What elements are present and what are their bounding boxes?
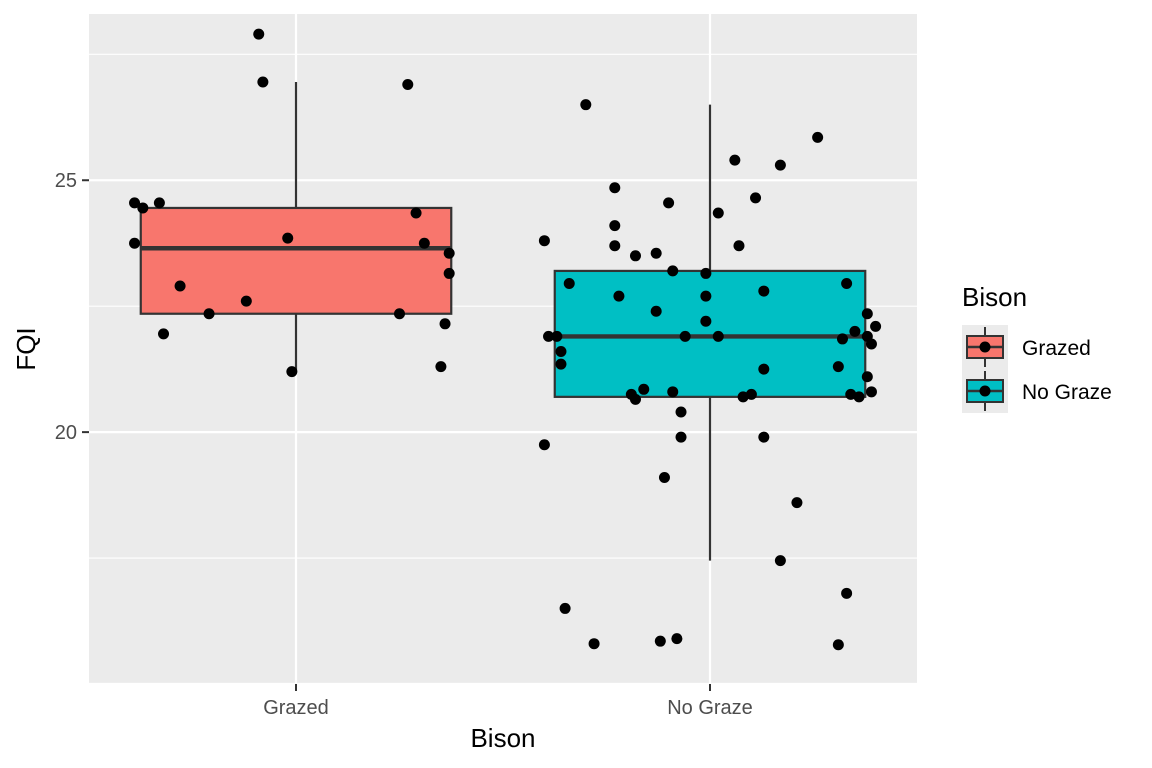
legend-label-grazed: Grazed bbox=[1022, 337, 1091, 360]
data-point bbox=[203, 308, 215, 320]
legend: Bison Grazed No Graze bbox=[962, 282, 1112, 413]
data-point bbox=[841, 278, 853, 290]
legend-key-point-no-graze bbox=[979, 385, 991, 397]
data-point bbox=[402, 79, 414, 91]
data-point bbox=[700, 267, 712, 279]
data-point bbox=[538, 235, 550, 247]
data-point bbox=[439, 318, 451, 330]
data-point bbox=[174, 280, 186, 292]
data-point bbox=[543, 330, 555, 342]
data-point bbox=[832, 361, 844, 373]
data-point bbox=[563, 278, 575, 290]
data-point bbox=[712, 330, 724, 342]
axes: 20 25 Grazed No Graze bbox=[55, 170, 753, 719]
data-point bbox=[555, 358, 567, 370]
y-tick-label: 20 bbox=[55, 422, 77, 444]
data-point bbox=[758, 431, 770, 443]
data-point bbox=[551, 330, 563, 342]
data-point bbox=[745, 388, 757, 400]
data-point bbox=[443, 267, 455, 279]
data-point bbox=[153, 197, 165, 209]
data-point bbox=[836, 333, 848, 345]
x-axis-title: Bison bbox=[470, 723, 535, 753]
data-point bbox=[700, 290, 712, 302]
data-point bbox=[700, 315, 712, 327]
data-point bbox=[733, 240, 745, 252]
data-point bbox=[257, 76, 269, 88]
data-point bbox=[849, 325, 861, 337]
data-point bbox=[853, 391, 865, 403]
data-point bbox=[865, 338, 877, 350]
data-point bbox=[129, 197, 141, 209]
data-point bbox=[671, 633, 683, 645]
data-point bbox=[638, 383, 650, 395]
data-point bbox=[712, 207, 724, 219]
data-point bbox=[654, 635, 666, 647]
box-no-graze bbox=[553, 269, 867, 398]
data-point bbox=[609, 220, 621, 232]
data-point bbox=[774, 159, 786, 171]
data-point bbox=[435, 361, 447, 373]
data-point bbox=[443, 247, 455, 259]
legend-title: Bison bbox=[962, 282, 1027, 312]
data-point bbox=[861, 371, 873, 383]
data-point bbox=[410, 207, 422, 219]
data-point bbox=[861, 308, 873, 320]
data-point bbox=[774, 555, 786, 567]
data-point bbox=[729, 154, 741, 166]
data-point bbox=[758, 363, 770, 375]
data-point bbox=[650, 305, 662, 317]
data-point bbox=[240, 295, 252, 307]
data-point bbox=[609, 182, 621, 194]
data-point bbox=[613, 290, 625, 302]
data-point bbox=[129, 237, 141, 249]
data-point bbox=[667, 265, 679, 277]
data-point bbox=[650, 247, 662, 259]
data-point bbox=[580, 99, 592, 111]
data-point bbox=[663, 197, 675, 209]
jitter-points bbox=[129, 28, 882, 651]
data-point bbox=[555, 346, 567, 358]
data-point bbox=[629, 393, 641, 405]
data-point bbox=[832, 639, 844, 651]
data-point bbox=[667, 386, 679, 398]
x-tick-label: No Graze bbox=[667, 697, 753, 719]
legend-key-point-grazed bbox=[979, 341, 991, 353]
data-point bbox=[588, 638, 600, 650]
data-point bbox=[679, 330, 691, 342]
data-point bbox=[750, 192, 762, 204]
data-point bbox=[609, 240, 621, 252]
data-point bbox=[418, 237, 430, 249]
data-point bbox=[137, 202, 149, 214]
legend-items: Grazed No Graze bbox=[962, 325, 1112, 413]
data-point bbox=[158, 328, 170, 340]
data-point bbox=[870, 320, 882, 332]
data-point bbox=[629, 250, 641, 262]
data-point bbox=[286, 366, 298, 378]
data-point bbox=[559, 602, 571, 614]
boxes bbox=[139, 82, 867, 561]
data-point bbox=[282, 232, 294, 244]
data-point bbox=[253, 28, 265, 40]
data-point bbox=[845, 388, 857, 400]
x-tick-label: Grazed bbox=[263, 697, 329, 719]
data-point bbox=[841, 587, 853, 599]
data-point bbox=[758, 285, 770, 297]
box-grazed bbox=[139, 206, 453, 315]
data-point bbox=[538, 439, 550, 451]
data-point bbox=[675, 406, 687, 418]
data-point bbox=[658, 471, 670, 483]
y-axis-title: FQI bbox=[11, 327, 41, 370]
data-point bbox=[865, 386, 877, 398]
data-point bbox=[791, 497, 803, 509]
data-point bbox=[675, 431, 687, 443]
data-point bbox=[812, 131, 824, 143]
y-tick-label: 25 bbox=[55, 170, 77, 192]
legend-label-no-graze: No Graze bbox=[1022, 381, 1112, 404]
data-point bbox=[394, 308, 405, 320]
data-point bbox=[737, 391, 749, 403]
